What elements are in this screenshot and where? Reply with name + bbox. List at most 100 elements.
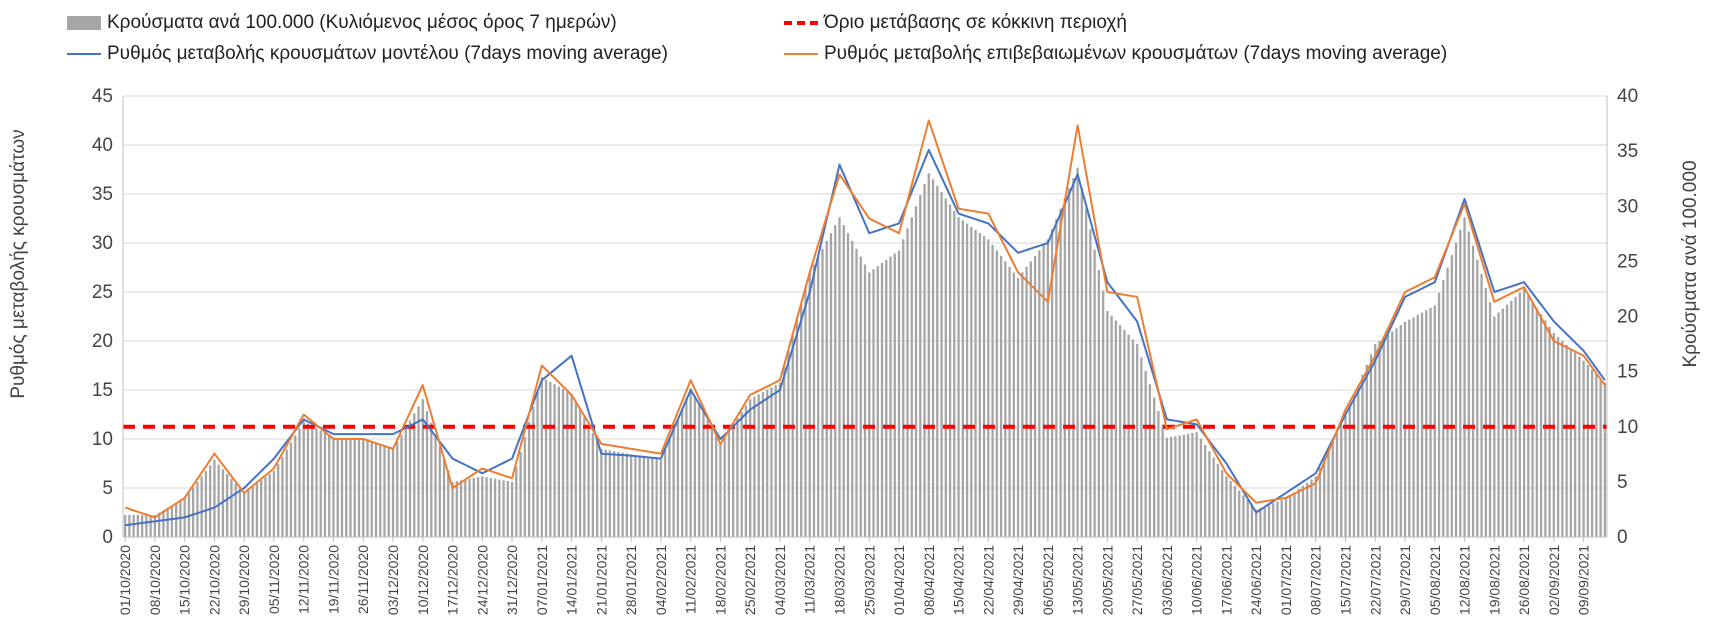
bar — [1505, 304, 1509, 537]
bar — [1165, 437, 1169, 537]
bar — [532, 407, 535, 537]
x-tick-label: 04/02/2021 — [653, 545, 669, 615]
bar — [234, 483, 237, 537]
x-tick-label: 24/12/2020 — [474, 545, 490, 615]
bar — [1522, 288, 1526, 537]
bar — [566, 391, 569, 537]
x-tick-label: 08/07/2021 — [1308, 545, 1324, 615]
bar — [693, 396, 697, 537]
bar — [672, 429, 675, 537]
x-tick-label: 12/08/2021 — [1457, 545, 1473, 615]
bar — [1212, 457, 1215, 537]
bar — [1233, 485, 1237, 537]
bar — [1097, 270, 1101, 537]
bar — [238, 488, 242, 537]
bar — [362, 437, 365, 537]
bar — [123, 514, 127, 537]
bar — [1310, 479, 1313, 537]
bar — [306, 423, 310, 537]
bar — [1437, 292, 1441, 537]
bar — [859, 256, 862, 537]
bar — [970, 226, 973, 537]
bar — [663, 449, 667, 537]
bar — [1501, 308, 1504, 537]
bar — [736, 418, 739, 537]
y-tick-label-right: 15 — [1617, 362, 1638, 383]
bar — [1433, 305, 1436, 537]
x-tick-label: 28/01/2021 — [623, 545, 639, 615]
bar — [612, 451, 616, 537]
bar — [931, 179, 935, 537]
bar — [974, 229, 977, 537]
bar — [281, 456, 284, 537]
bar — [1033, 255, 1037, 538]
x-tick-label: 01/04/2021 — [891, 545, 907, 615]
bar — [1114, 320, 1118, 537]
bar — [1106, 310, 1109, 537]
bar — [595, 440, 599, 537]
bar — [838, 217, 841, 537]
bar — [578, 409, 582, 537]
bar — [447, 470, 450, 537]
bar — [846, 233, 850, 537]
bar — [821, 248, 824, 537]
x-tick-label: 17/06/2021 — [1218, 545, 1234, 615]
bar — [1199, 438, 1203, 537]
bar — [251, 486, 254, 537]
y-tick-label-left: 25 — [92, 282, 113, 303]
bar — [617, 451, 620, 537]
bar — [1072, 177, 1075, 537]
y-axis-label-left: Ρυθμός μεταβολής κρουσμάτων — [8, 129, 29, 398]
lines-series — [124, 119, 1606, 527]
x-tick-label: 22/07/2021 — [1367, 545, 1383, 615]
bar — [919, 195, 922, 537]
bar — [1250, 504, 1254, 537]
bar — [1016, 277, 1020, 537]
bar — [408, 420, 412, 537]
bar — [1527, 295, 1530, 537]
bar — [459, 480, 463, 537]
x-tick-label: 05/08/2021 — [1427, 545, 1443, 615]
bar — [676, 418, 680, 537]
x-tick-label: 17/12/2020 — [445, 545, 461, 615]
bar — [783, 366, 786, 537]
bar — [995, 250, 998, 537]
bar — [132, 514, 135, 537]
bar — [1050, 229, 1054, 537]
x-tick-label: 25/03/2021 — [861, 545, 877, 615]
bar — [1008, 266, 1011, 537]
bar — [1335, 433, 1339, 537]
bar — [285, 449, 288, 537]
bar — [413, 413, 416, 537]
y-tick-label-left: 40 — [92, 135, 113, 156]
bar — [1429, 307, 1432, 537]
bar — [1352, 395, 1356, 537]
bar — [1157, 411, 1160, 537]
bar — [289, 442, 293, 537]
x-tick-label: 26/11/2020 — [355, 545, 371, 614]
bar — [1055, 218, 1058, 537]
bar — [1140, 357, 1143, 537]
bar — [1182, 434, 1186, 537]
x-tick-label: 06/05/2021 — [1040, 545, 1056, 615]
bar — [1259, 507, 1262, 537]
bar — [817, 256, 820, 537]
bar — [1403, 322, 1407, 537]
bar — [1238, 490, 1241, 537]
bar — [778, 382, 782, 537]
bar — [1331, 441, 1334, 537]
bar — [872, 269, 875, 537]
bar — [766, 389, 769, 537]
bar — [345, 437, 348, 537]
x-tick-label: 15/04/2021 — [951, 545, 967, 615]
bar — [255, 483, 259, 537]
bar — [1569, 348, 1573, 537]
bar — [953, 210, 956, 537]
bar — [1391, 331, 1394, 537]
x-tick-label: 09/09/2021 — [1576, 545, 1592, 615]
y-tick-label-left: 20 — [92, 331, 113, 352]
bar — [812, 264, 816, 537]
y-tick-label-left: 35 — [92, 184, 113, 205]
bar — [1169, 436, 1173, 537]
